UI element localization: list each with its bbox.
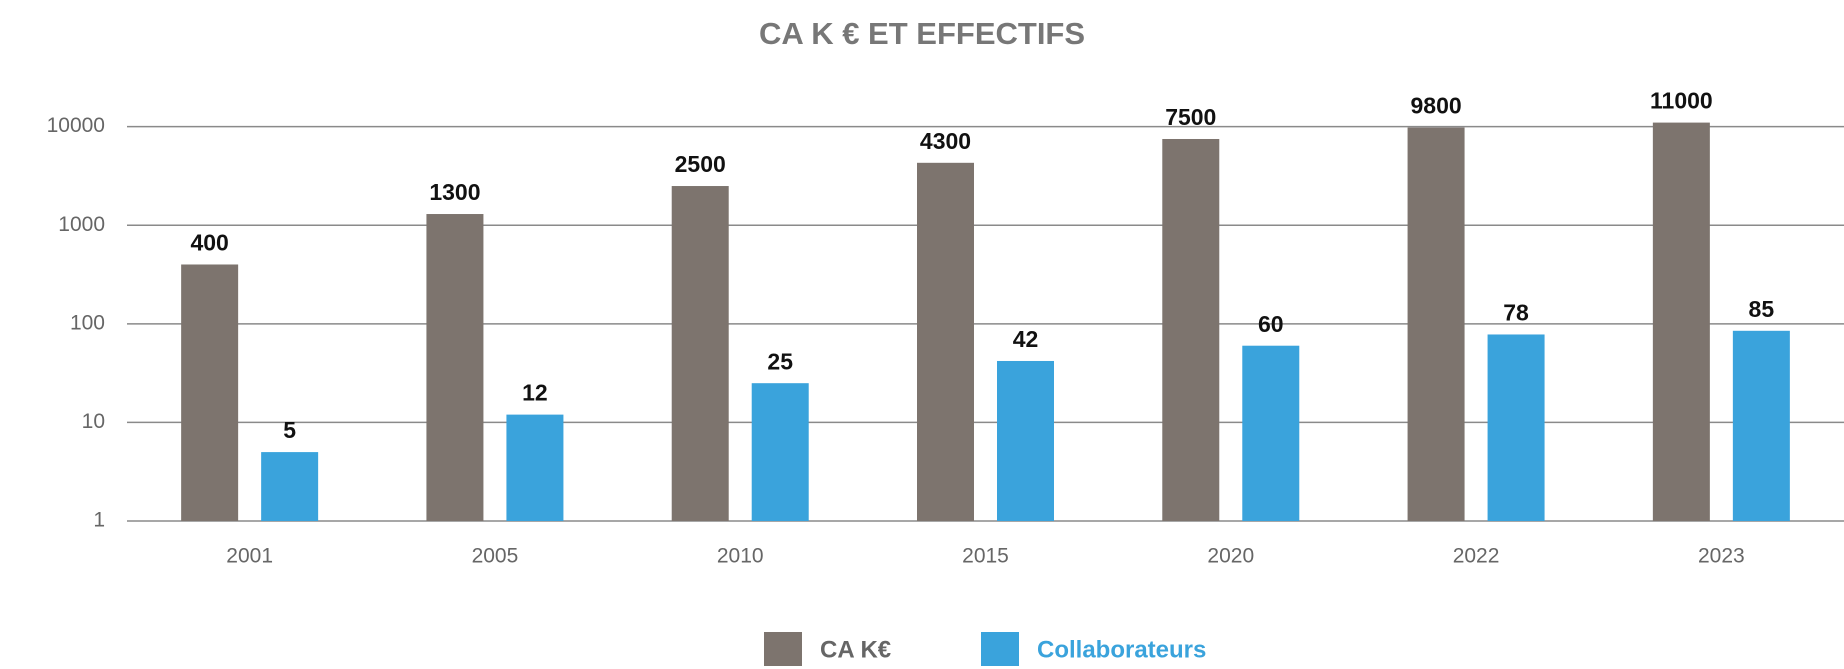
bar [1162,138,1220,522]
bar [751,383,809,521]
value-label: 12 [522,380,548,406]
x-tick-label: 2001 [226,545,273,568]
value-label: 5 [283,417,296,443]
value-label: 9800 [1410,93,1461,119]
y-tick-label: 10 [82,410,105,433]
bar [181,264,239,521]
value-label: 78 [1503,300,1529,326]
x-tick-label: 2005 [472,545,519,568]
value-label: 4300 [920,128,971,154]
y-tick-label: 10000 [47,114,105,137]
bar [426,214,484,521]
y-tick-label: 1000 [58,213,105,236]
x-tick-label: 2015 [962,545,1009,568]
value-label: 11000 [1650,88,1713,114]
value-label: 85 [1749,296,1775,322]
bar [917,162,974,522]
bar [1732,330,1790,521]
bar [1407,127,1465,521]
x-tick-label: 2020 [1207,545,1254,568]
bar [671,186,729,522]
value-label: 42 [1013,326,1039,352]
value-label: 60 [1258,311,1284,337]
value-label: 25 [767,348,793,374]
bar [261,452,319,521]
legend-swatch [764,632,802,666]
legend-label: Collaborateurs [1037,636,1206,663]
y-tick-label: 1 [93,509,105,532]
legend-swatch [981,632,1019,666]
value-label: 400 [190,230,228,256]
bar [1652,122,1710,522]
legend-label: CA K€ [820,636,891,663]
value-label: 1300 [429,179,480,205]
chart-title: CA K € ET EFFECTIFS [759,16,1085,51]
bar [506,414,564,521]
bar [1242,345,1300,521]
y-tick-label: 100 [70,311,105,334]
value-label: 2500 [675,151,726,177]
x-tick-label: 2023 [1698,545,1745,568]
x-tick-label: 2022 [1453,545,1500,568]
value-label: 7500 [1165,104,1216,130]
bar [997,360,1054,521]
bar [1487,334,1545,521]
x-tick-label: 2010 [717,545,764,568]
